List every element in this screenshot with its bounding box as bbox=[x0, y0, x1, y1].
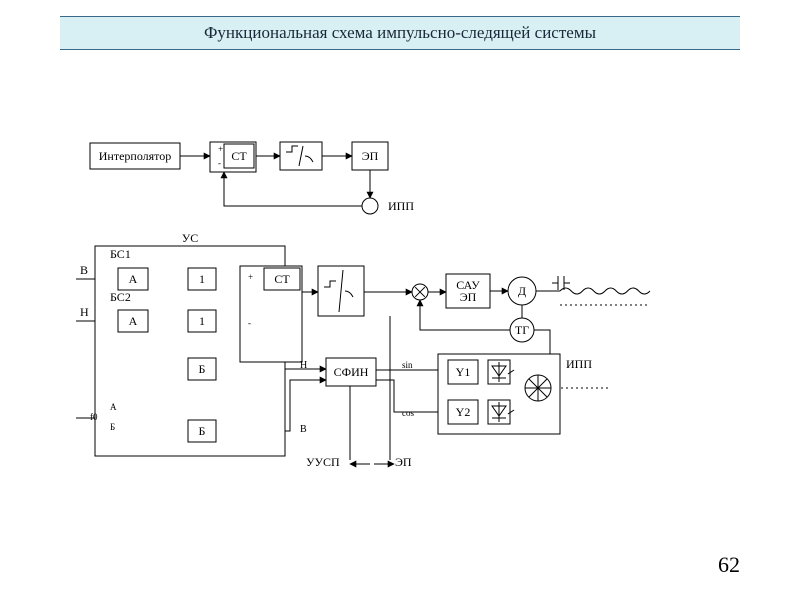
svg-text:А: А bbox=[110, 402, 117, 412]
svg-text:1: 1 bbox=[199, 272, 205, 286]
svg-text:В: В bbox=[80, 263, 88, 277]
svg-text:ЭП: ЭП bbox=[460, 290, 477, 304]
svg-text:+: + bbox=[248, 272, 253, 282]
svg-text:БС1: БС1 bbox=[110, 247, 131, 261]
svg-text:+: + bbox=[218, 144, 223, 154]
svg-text:А: А bbox=[129, 314, 138, 328]
svg-text:СТ: СТ bbox=[274, 272, 290, 286]
svg-text:ИПП: ИПП bbox=[566, 357, 592, 371]
svg-text:cos: cos bbox=[402, 408, 414, 418]
svg-text:СФИН: СФИН bbox=[334, 365, 369, 379]
svg-text:Интерполятор: Интерполятор bbox=[99, 149, 172, 163]
svg-text:СТ: СТ bbox=[231, 149, 247, 163]
svg-text:f0: f0 bbox=[90, 412, 98, 422]
svg-text:Н: Н bbox=[80, 305, 89, 319]
svg-text:1: 1 bbox=[199, 314, 205, 328]
svg-text:Y1: Y1 bbox=[456, 365, 471, 379]
svg-text:Н: Н bbox=[300, 360, 307, 371]
svg-text:ЭП: ЭП bbox=[395, 455, 412, 469]
svg-text:ТГ: ТГ bbox=[515, 323, 529, 337]
svg-text:-: - bbox=[218, 158, 221, 168]
svg-text:ЭП: ЭП bbox=[362, 149, 379, 163]
svg-text:Б: Б bbox=[110, 422, 115, 432]
svg-text:Y2: Y2 bbox=[456, 405, 471, 419]
svg-text:sin: sin bbox=[402, 360, 413, 370]
diagram-canvas: Интерполятор+-СТЭПИППУСБС1БС2АА11ББСТ+-С… bbox=[0, 0, 800, 600]
svg-text:Б: Б bbox=[199, 424, 206, 438]
svg-text:УУСП: УУСП bbox=[306, 455, 340, 469]
svg-text:В: В bbox=[300, 424, 307, 435]
svg-text:ИПП: ИПП bbox=[388, 199, 414, 213]
svg-text:-: - bbox=[248, 318, 251, 328]
svg-text:А: А bbox=[129, 272, 138, 286]
svg-text:УС: УС bbox=[182, 231, 199, 245]
svg-text:БС2: БС2 bbox=[110, 290, 131, 304]
svg-text:Д: Д bbox=[518, 284, 526, 298]
svg-text:Б: Б bbox=[199, 362, 206, 376]
